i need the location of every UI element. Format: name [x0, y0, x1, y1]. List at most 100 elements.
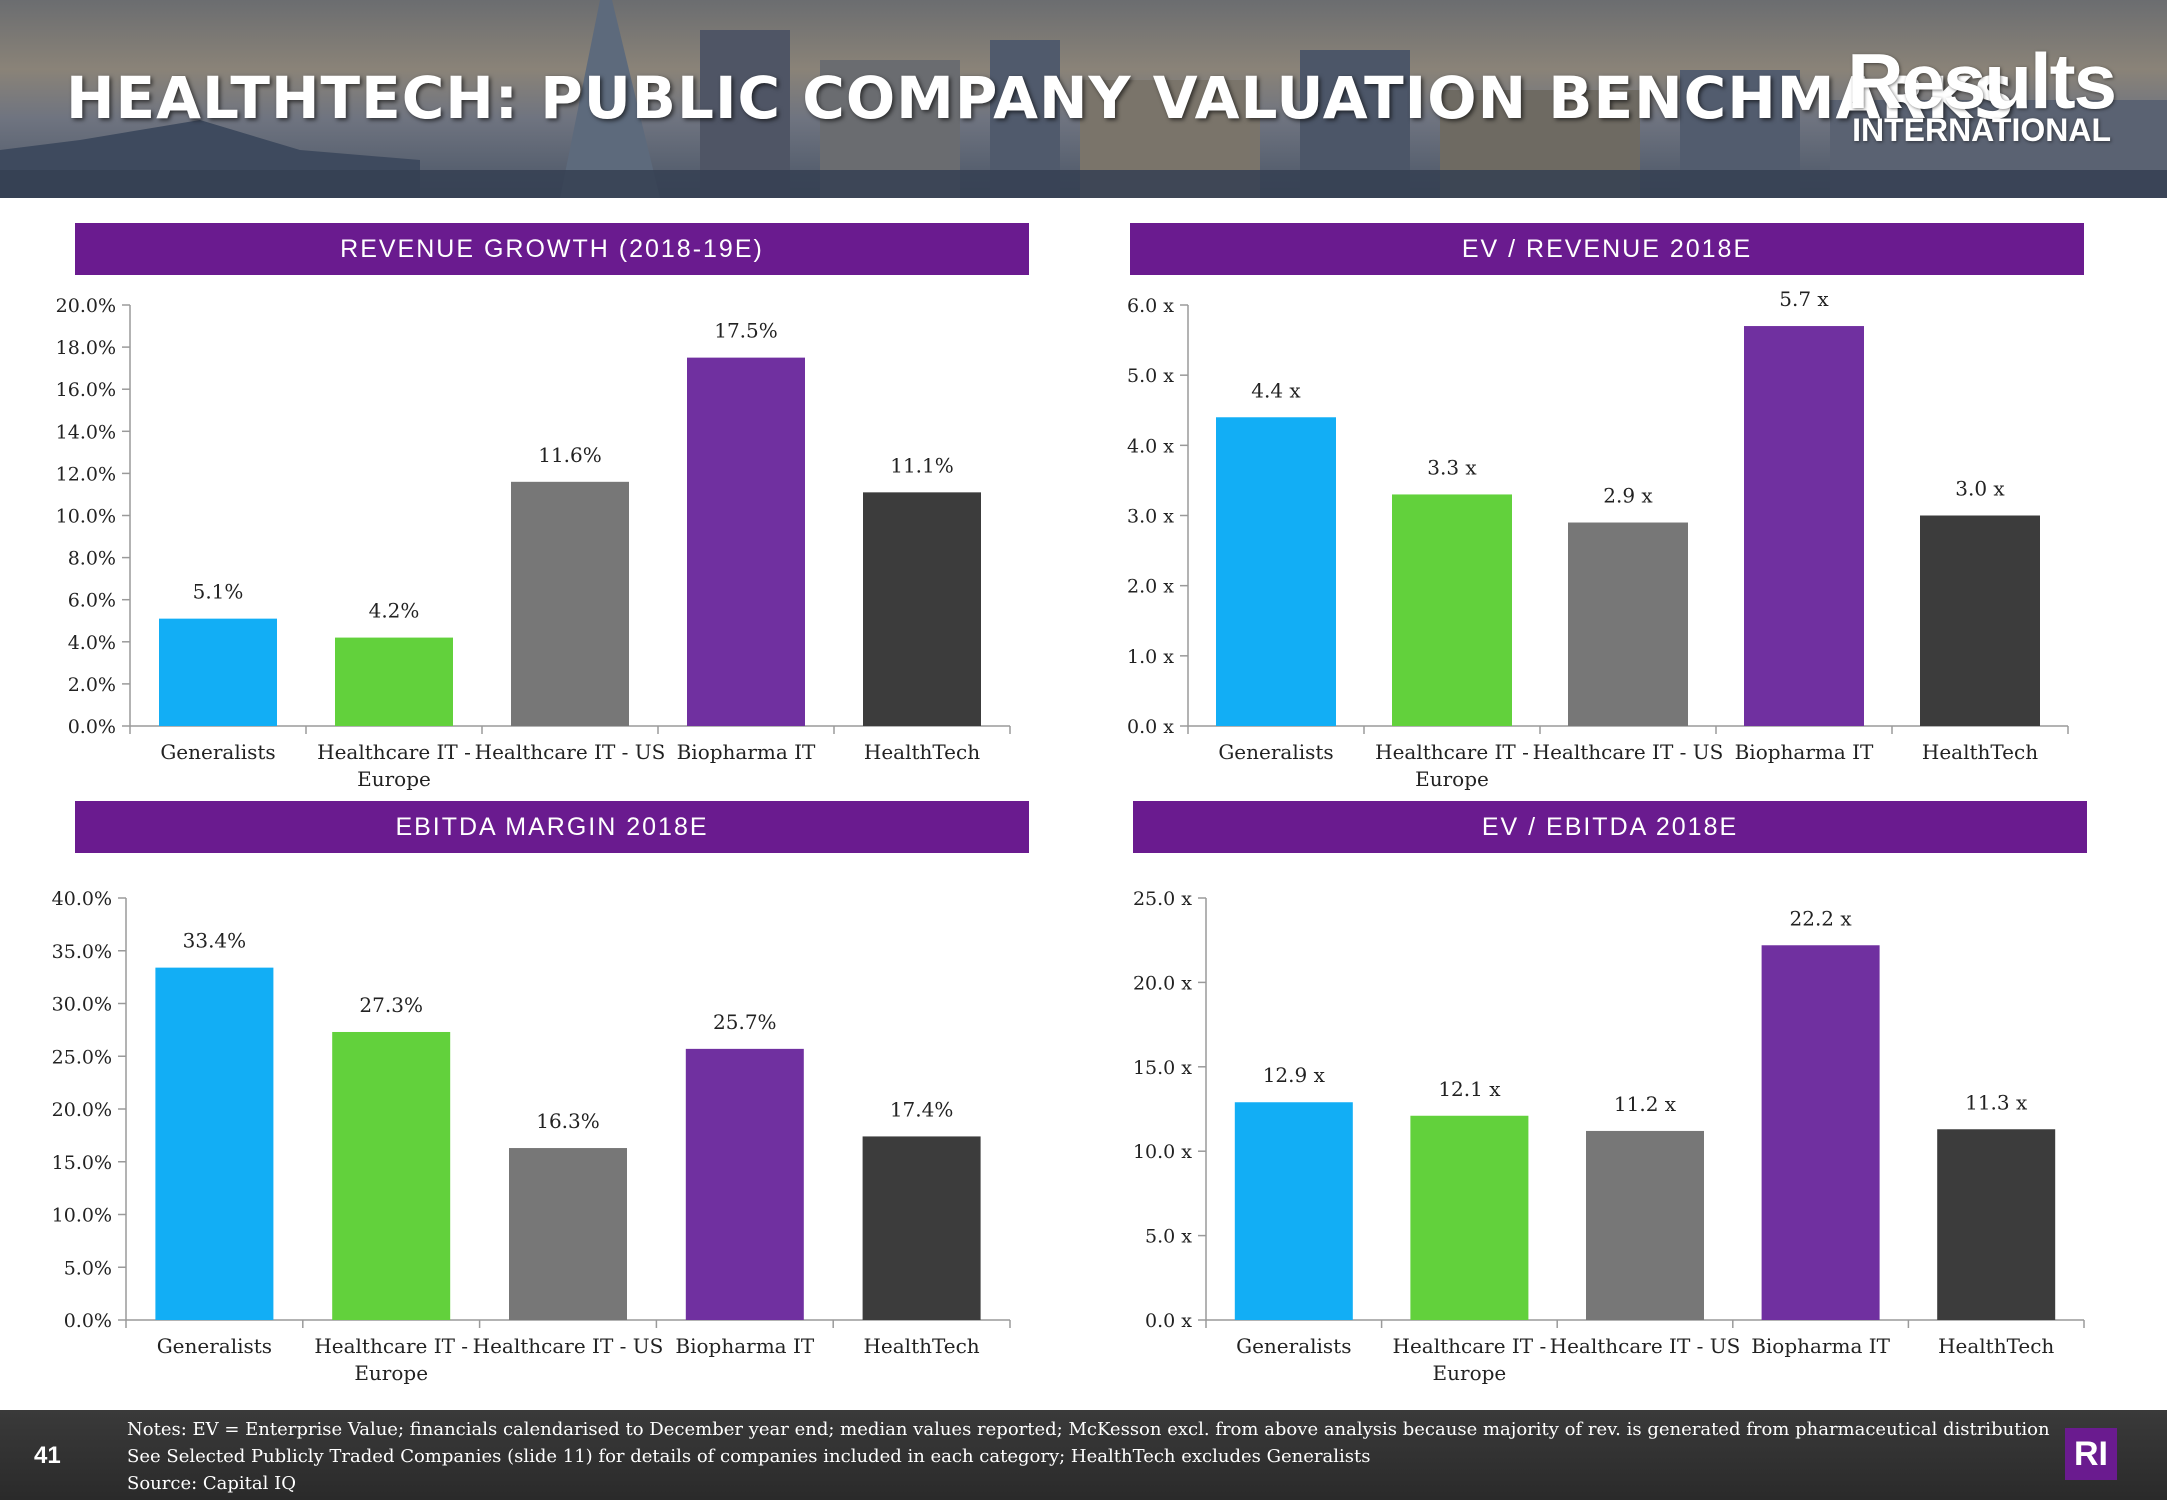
y-tick-label: 5.0 x — [1127, 365, 1174, 387]
data-label: 17.5% — [714, 319, 778, 343]
y-tick-label: 10.0 x — [1133, 1141, 1192, 1163]
data-label: 12.1 x — [1438, 1077, 1501, 1101]
x-tick-label: Generalists — [1236, 1334, 1351, 1358]
bar — [1216, 417, 1336, 726]
y-tick-label: 0.0% — [68, 716, 116, 738]
results-logo-subtitle: INTERNATIONAL — [1852, 112, 2111, 148]
ri-logo: RI — [2065, 1428, 2117, 1480]
data-label: 5.7 x — [1779, 287, 1829, 311]
y-tick-label: 4.0 x — [1127, 435, 1174, 457]
data-label: 27.3% — [359, 993, 423, 1017]
x-tick-label: Generalists — [157, 1334, 272, 1358]
y-tick-label: 20.0% — [52, 1099, 112, 1121]
data-label: 4.2% — [369, 599, 420, 623]
y-tick-label: 3.0 x — [1127, 506, 1174, 528]
y-tick-label: 1.0 x — [1127, 646, 1174, 668]
data-label: 2.9 x — [1603, 484, 1653, 508]
bar — [1761, 945, 1880, 1320]
x-tick-label: Generalists — [160, 740, 275, 764]
x-tick-label: Europe — [1415, 767, 1489, 791]
y-tick-label: 15.0 x — [1133, 1057, 1192, 1079]
bar — [1392, 494, 1512, 726]
y-tick-label: 35.0% — [52, 941, 112, 963]
x-tick-label: Generalists — [1218, 740, 1333, 764]
y-tick-label: 18.0% — [56, 337, 116, 359]
y-tick-label: 14.0% — [56, 421, 116, 443]
page-title: HEALTHTECH: PUBLIC COMPANY VALUATION BEN… — [66, 64, 2016, 132]
y-tick-label: 20.0% — [56, 295, 116, 317]
x-tick-label: HealthTech — [864, 740, 980, 764]
footnote-line: Source: Capital IQ — [127, 1473, 296, 1494]
y-tick-label: 6.0% — [68, 590, 116, 612]
x-tick-label: Europe — [357, 767, 431, 791]
data-label: 11.2 x — [1614, 1092, 1677, 1116]
y-tick-label: 25.0 x — [1133, 888, 1192, 910]
x-tick-label: HealthTech — [1938, 1334, 2054, 1358]
data-label: 22.2 x — [1790, 906, 1853, 930]
data-label: 16.3% — [536, 1109, 600, 1133]
footnote-line: Notes: EV = Enterprise Value; financials… — [127, 1419, 2050, 1440]
x-tick-label: Europe — [1433, 1361, 1507, 1385]
y-tick-label: 0.0 x — [1127, 716, 1174, 738]
data-label: 4.4 x — [1251, 378, 1301, 402]
x-tick-label: Biopharma IT — [677, 740, 816, 764]
bar — [1744, 326, 1864, 726]
bar — [1586, 1130, 1704, 1320]
y-tick-label: 0.0 x — [1145, 1310, 1192, 1332]
x-tick-label: Healthcare IT - US — [1550, 1334, 1741, 1358]
panel-title-revenue-growth: REVENUE GROWTH (2018-19E) — [75, 223, 1029, 275]
x-tick-label: Europe — [354, 1361, 428, 1385]
panel-title-ev-ebitda: EV / EBITDA 2018E — [1133, 801, 2087, 853]
bar — [1410, 1115, 1529, 1320]
x-tick-label: Healthcare IT - US — [1533, 740, 1724, 764]
page-number: 41 — [34, 1442, 61, 1469]
bar — [335, 637, 453, 726]
y-tick-label: 0.0% — [64, 1310, 112, 1332]
x-tick-label: Biopharma IT — [1751, 1334, 1890, 1358]
y-tick-label: 5.0% — [64, 1257, 112, 1279]
y-tick-label: 16.0% — [56, 379, 116, 401]
data-label: 3.0 x — [1955, 477, 2005, 501]
x-tick-label: Biopharma IT — [675, 1334, 814, 1358]
panel-title-ev-revenue: EV / REVENUE 2018E — [1130, 223, 2084, 275]
data-label: 3.3 x — [1427, 455, 1477, 479]
y-tick-label: 2.0% — [68, 674, 116, 696]
bar — [155, 967, 274, 1320]
data-label: 11.6% — [538, 443, 602, 467]
bar — [1568, 522, 1688, 726]
x-tick-label: Healthcare IT - — [1375, 740, 1529, 764]
x-tick-label: HealthTech — [1922, 740, 2038, 764]
data-label: 11.3 x — [1965, 1090, 2028, 1114]
y-tick-label: 4.0% — [68, 632, 116, 654]
bar — [687, 357, 805, 726]
x-tick-label: Healthcare IT - US — [475, 740, 666, 764]
y-tick-label: 2.0 x — [1127, 576, 1174, 598]
bar — [159, 618, 277, 726]
bar — [1937, 1129, 2056, 1320]
bar — [509, 1148, 627, 1320]
footnotes: Notes: EV = Enterprise Value; financials… — [127, 1416, 2050, 1497]
y-tick-label: 40.0% — [52, 888, 112, 910]
x-tick-label: HealthTech — [863, 1334, 979, 1358]
data-label: 5.1% — [193, 580, 244, 604]
bar — [511, 481, 629, 726]
y-tick-label: 15.0% — [52, 1152, 112, 1174]
x-tick-label: Healthcare IT - — [317, 740, 471, 764]
bar — [332, 1031, 451, 1320]
data-label: 12.9 x — [1263, 1063, 1326, 1087]
header-banner: HEALTHTECH: PUBLIC COMPANY VALUATION BEN… — [0, 0, 2167, 198]
bar — [685, 1048, 804, 1320]
x-tick-label: Healthcare IT - — [314, 1334, 468, 1358]
bar — [1920, 515, 2040, 726]
y-tick-label: 6.0 x — [1127, 295, 1174, 317]
results-logo: Results — [1847, 37, 2117, 125]
footer-bar: 41 Notes: EV = Enterprise Value; financi… — [0, 1410, 2167, 1500]
y-tick-label: 30.0% — [52, 994, 112, 1016]
data-label: 25.7% — [713, 1010, 777, 1034]
y-tick-label: 10.0% — [56, 506, 116, 528]
x-tick-label: Healthcare IT - US — [473, 1334, 664, 1358]
y-tick-label: 10.0% — [52, 1205, 112, 1227]
bar — [862, 1136, 981, 1320]
